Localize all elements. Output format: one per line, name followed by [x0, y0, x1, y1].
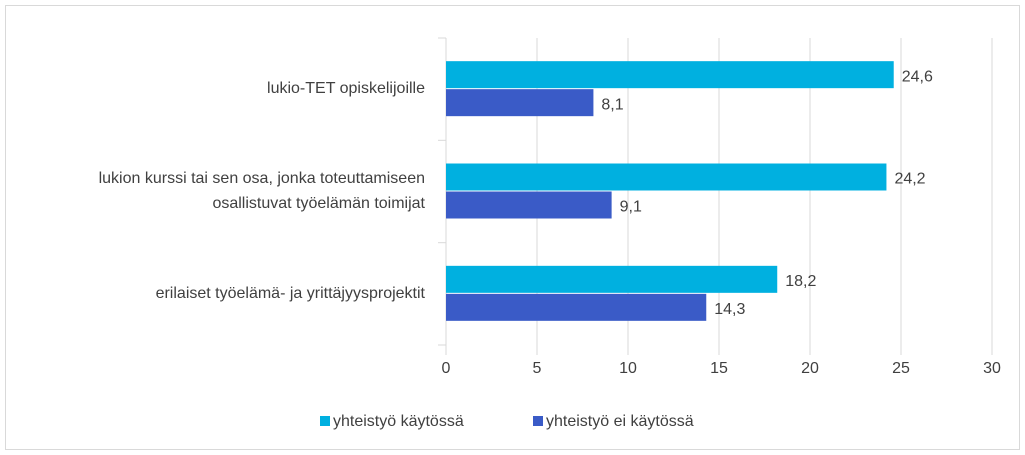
legend-label: yhteistyö ei käytössä: [546, 413, 694, 430]
x-tick-label: 5: [533, 360, 542, 377]
category-label: lukio-TET opiskelijoille: [267, 80, 425, 97]
x-tick-label: 25: [892, 360, 910, 377]
value-label: 14,3: [714, 301, 745, 318]
bar: [446, 191, 612, 219]
bar: [446, 293, 707, 321]
value-label: 8,1: [601, 96, 623, 113]
category-label: erilaiset työelämä- ja yrittäjyysprojekt…: [156, 285, 426, 302]
legend-swatch: [320, 416, 330, 426]
bar: [446, 265, 778, 293]
value-label: 9,1: [620, 199, 642, 216]
bar: [446, 61, 894, 89]
bar: [446, 89, 594, 117]
value-label: 24,6: [902, 68, 933, 85]
x-tick-label: 15: [710, 360, 728, 377]
bar: [446, 163, 887, 191]
value-label: 18,2: [785, 273, 816, 290]
legend-label: yhteistyö käytössä: [333, 413, 464, 430]
x-tick-label: 20: [801, 360, 819, 377]
category-label: lukion kurssi tai sen osa, jonka toteutt…: [99, 170, 426, 212]
value-label: 24,2: [894, 171, 925, 188]
legend-swatch: [533, 416, 543, 426]
x-tick-label: 10: [619, 360, 637, 377]
x-tick-label: 30: [983, 360, 1001, 377]
x-tick-label: 0: [442, 360, 451, 377]
